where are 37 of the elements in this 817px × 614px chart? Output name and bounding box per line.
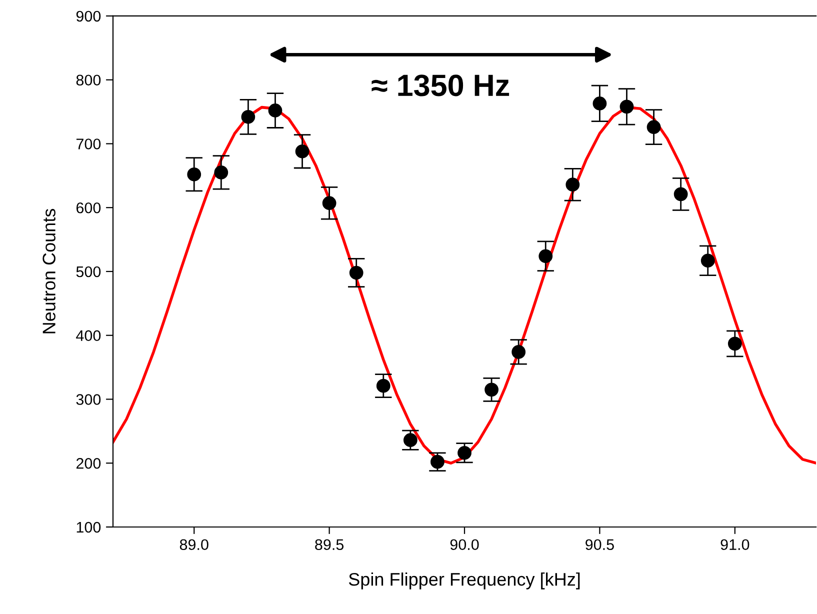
point [484, 382, 498, 397]
y-tick-label: 100 [76, 522, 101, 533]
annotation: ≈ 1350 Hz [372, 74, 510, 96]
point [646, 120, 661, 134]
point [674, 187, 688, 202]
point [620, 100, 634, 114]
y-tick-label: 500 [76, 266, 101, 278]
point [700, 254, 715, 268]
y-axis-title: Neutron Counts [42, 208, 56, 334]
x-tick-label: 91.0 [720, 539, 750, 550]
y-tick-label: 300 [76, 394, 101, 405]
y-tick-label: 600 [76, 202, 101, 214]
point [187, 167, 202, 182]
point [322, 196, 336, 210]
y-tick-label: 800 [76, 74, 101, 86]
point [458, 446, 472, 460]
point [214, 166, 228, 180]
point [728, 336, 742, 351]
x-tick-label: 89.0 [180, 539, 208, 550]
x-tick-label: 90.0 [450, 539, 479, 550]
point [295, 144, 310, 158]
y-tick-label: 400 [76, 330, 101, 342]
y-tick-label: 700 [76, 138, 101, 150]
point [349, 266, 364, 280]
point [592, 96, 607, 110]
point [566, 178, 580, 192]
x-tick-label: 89.5 [315, 539, 344, 550]
point [403, 433, 418, 448]
x-axis-title: Spin Flipper Frequency [kHz] [348, 572, 580, 590]
point [376, 378, 390, 393]
point [538, 249, 553, 264]
point [512, 345, 526, 359]
y-tick-label: 900 [76, 10, 101, 22]
x-tick-label: 90.5 [586, 539, 614, 550]
point [268, 104, 282, 118]
point [241, 110, 256, 124]
y-tick-label: 200 [76, 458, 101, 469]
